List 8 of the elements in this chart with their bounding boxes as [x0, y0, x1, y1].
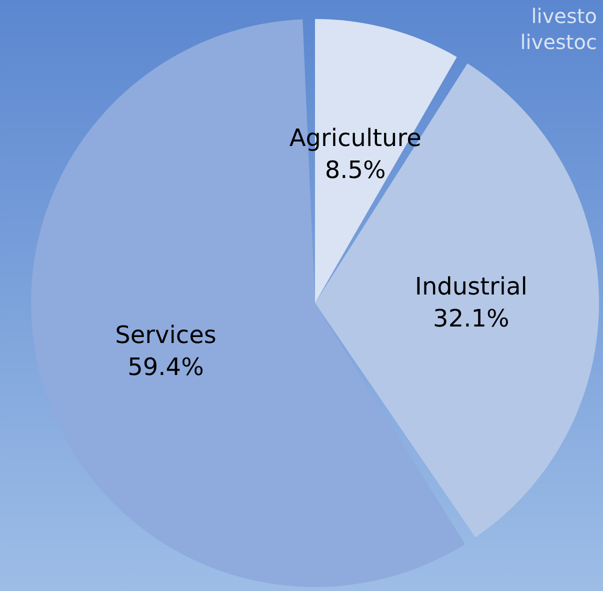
data-label: 59.4%	[128, 353, 204, 382]
slice-label: Services	[115, 321, 216, 350]
slice-label: Industrial	[414, 272, 528, 300]
data-label: 8.5%	[324, 156, 386, 184]
text: livesto	[531, 4, 597, 28]
text: livestoc	[520, 30, 597, 54]
data-label: 32.1%	[433, 304, 510, 332]
slice-label: Agriculture	[289, 124, 422, 152]
